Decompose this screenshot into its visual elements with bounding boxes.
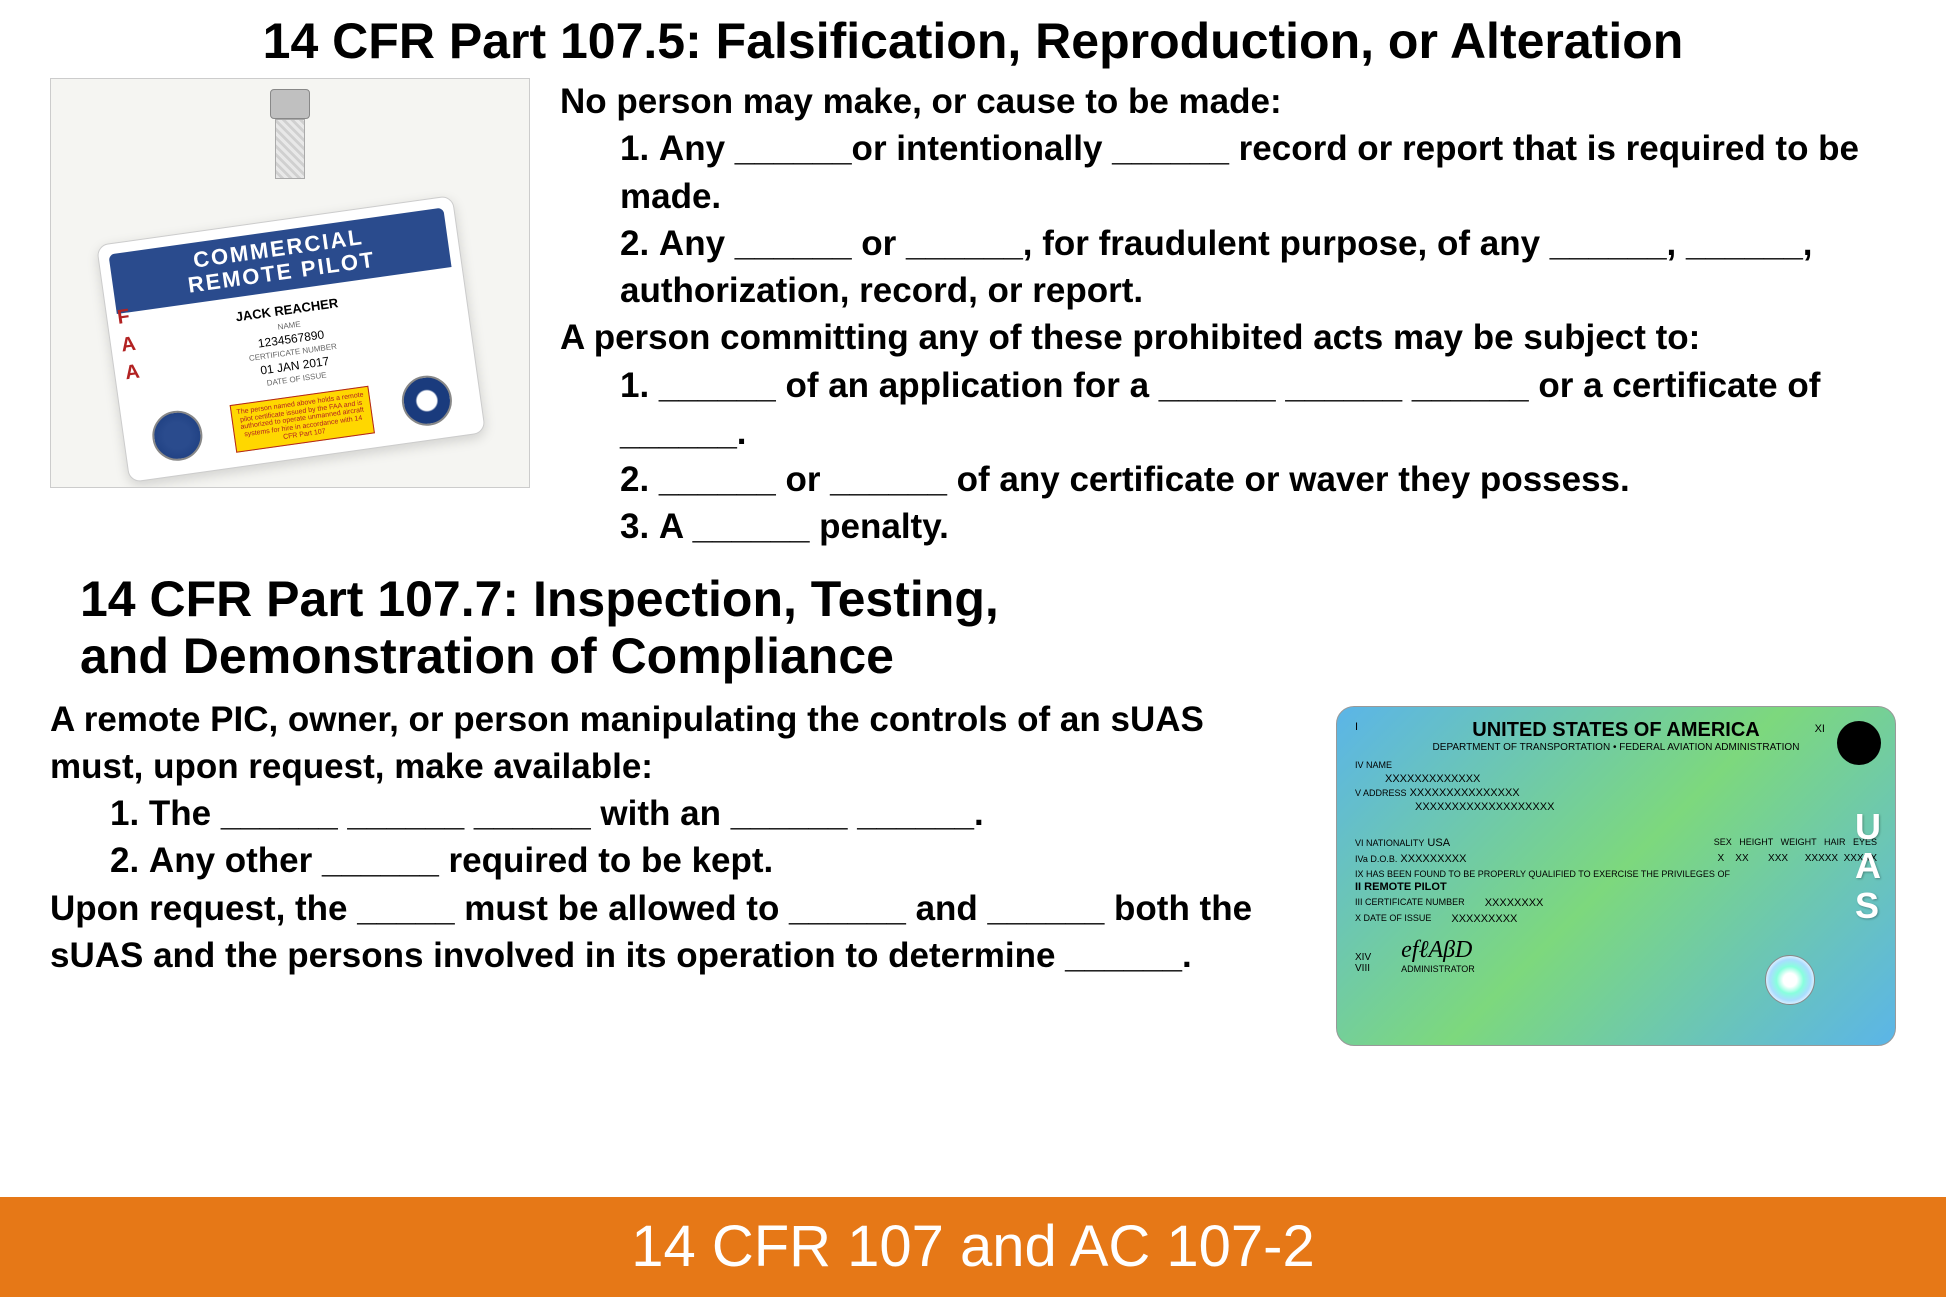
uas-letters: UAS [1855,807,1881,926]
item-107-5-a2: Any ______ or ______, for fraudulent pur… [610,220,1896,315]
title-107-5: 14 CFR Part 107.5: Falsification, Reprod… [0,0,1946,78]
badge-fine-print: The person named above holds a remote pi… [230,386,375,453]
lic-issue: XXXXXXXXX [1451,913,1517,925]
lic-attrs: SEX HEIGHT WEIGHT HAIR EYES [1637,837,1877,849]
lic-cert-label: III CERTIFICATE NUMBER [1355,897,1465,909]
faa-seal-icon [149,408,205,464]
list-107-5-a: Any ______or intentionally ______ record… [560,125,1896,314]
intro-107-5: No person may make, or cause to be made: [560,78,1896,125]
list-107-5-b: ______ of an application for a ______ __… [560,362,1896,551]
body-107-7: A remote PIC, owner, or person manipulat… [50,696,1306,1046]
item-107-7-1: The ______ ______ ______ with an ______ … [100,790,1306,837]
lic-dob: XXXXXXXXX [1400,853,1466,865]
item-107-5-a1: Any ______or intentionally ______ record… [610,125,1896,220]
lic-addr-label: V ADDRESS [1355,788,1407,798]
lic-issue-label: X DATE OF ISSUE [1355,913,1431,925]
dot-seal-icon [399,373,455,429]
intro-107-7: A remote PIC, owner, or person manipulat… [50,696,1306,791]
title-107-7: 14 CFR Part 107.7: Inspection, Testing,a… [0,551,1946,696]
badge-card: COMMERCIAL REMOTE PILOT FAA JACK REACHER… [96,195,486,483]
list-107-7: The ______ ______ ______ with an ______ … [50,790,1306,885]
slide: 14 CFR Part 107.5: Falsification, Reprod… [0,0,1946,1297]
dot-logo-icon [1837,721,1881,765]
signature: efℓAβD [1401,937,1475,964]
item-107-5-b2: ______ or ______ of any certificate or w… [610,456,1896,503]
lic-roman-i: I [1355,721,1358,733]
lic-qual: IX HAS BEEN FOUND TO BE PROPERLY QUALIFI… [1355,869,1877,879]
commercial-remote-pilot-badge-image: COMMERCIAL REMOTE PILOT FAA JACK REACHER… [50,78,530,488]
item-107-7-2: Any other ______ required to be kept. [100,837,1306,884]
faa-license-card-image: I UNITED STATES OF AMERICA XI DEPARTMENT… [1336,706,1896,1046]
mid-107-5: A person committing any of these prohibi… [560,314,1896,361]
item-107-5-b1: ______ of an application for a ______ __… [610,362,1896,457]
lic-pilot: II REMOTE PILOT [1355,881,1877,893]
lic-addr2: XXXXXXXXXXXXXXXXXXX [1355,801,1877,813]
lic-nat: USA [1427,837,1450,849]
lic-admin: ADMINISTRATOR [1401,964,1475,974]
license-dept: DEPARTMENT OF TRANSPORTATION • FEDERAL A… [1355,742,1877,753]
section-107-5: COMMERCIAL REMOTE PILOT FAA JACK REACHER… [0,78,1946,551]
hologram-icon [1765,955,1815,1005]
license-country: UNITED STATES OF AMERICA [1355,719,1877,742]
section-107-7: A remote PIC, owner, or person manipulat… [0,696,1946,1046]
item-107-5-b3: A ______ penalty. [610,503,1896,550]
lic-roman-xiv: XIV [1355,952,1371,963]
lic-addr1: XXXXXXXXXXXXXXX [1410,787,1520,799]
badge-clip [255,89,325,189]
lic-nat-label: VI NATIONALITY [1355,838,1424,848]
lic-attrs-vals: X XX XXX XXXXX XXXXX [1637,853,1877,865]
footer-banner: 14 CFR 107 and AC 107-2 [0,1197,1946,1297]
lic-name-label: IV NAME [1355,760,1392,770]
lic-name: XXXXXXXXXXXXX [1355,773,1877,785]
body-107-5: No person may make, or cause to be made:… [560,78,1896,551]
lic-cert: XXXXXXXX [1485,897,1544,909]
lic-roman-xi: XI [1815,723,1825,735]
lic-roman-viii: VIII [1355,963,1371,974]
outro-107-7: Upon request, the _____ must be allowed … [50,885,1306,980]
lic-dob-label: IVa D.O.B. [1355,854,1397,864]
